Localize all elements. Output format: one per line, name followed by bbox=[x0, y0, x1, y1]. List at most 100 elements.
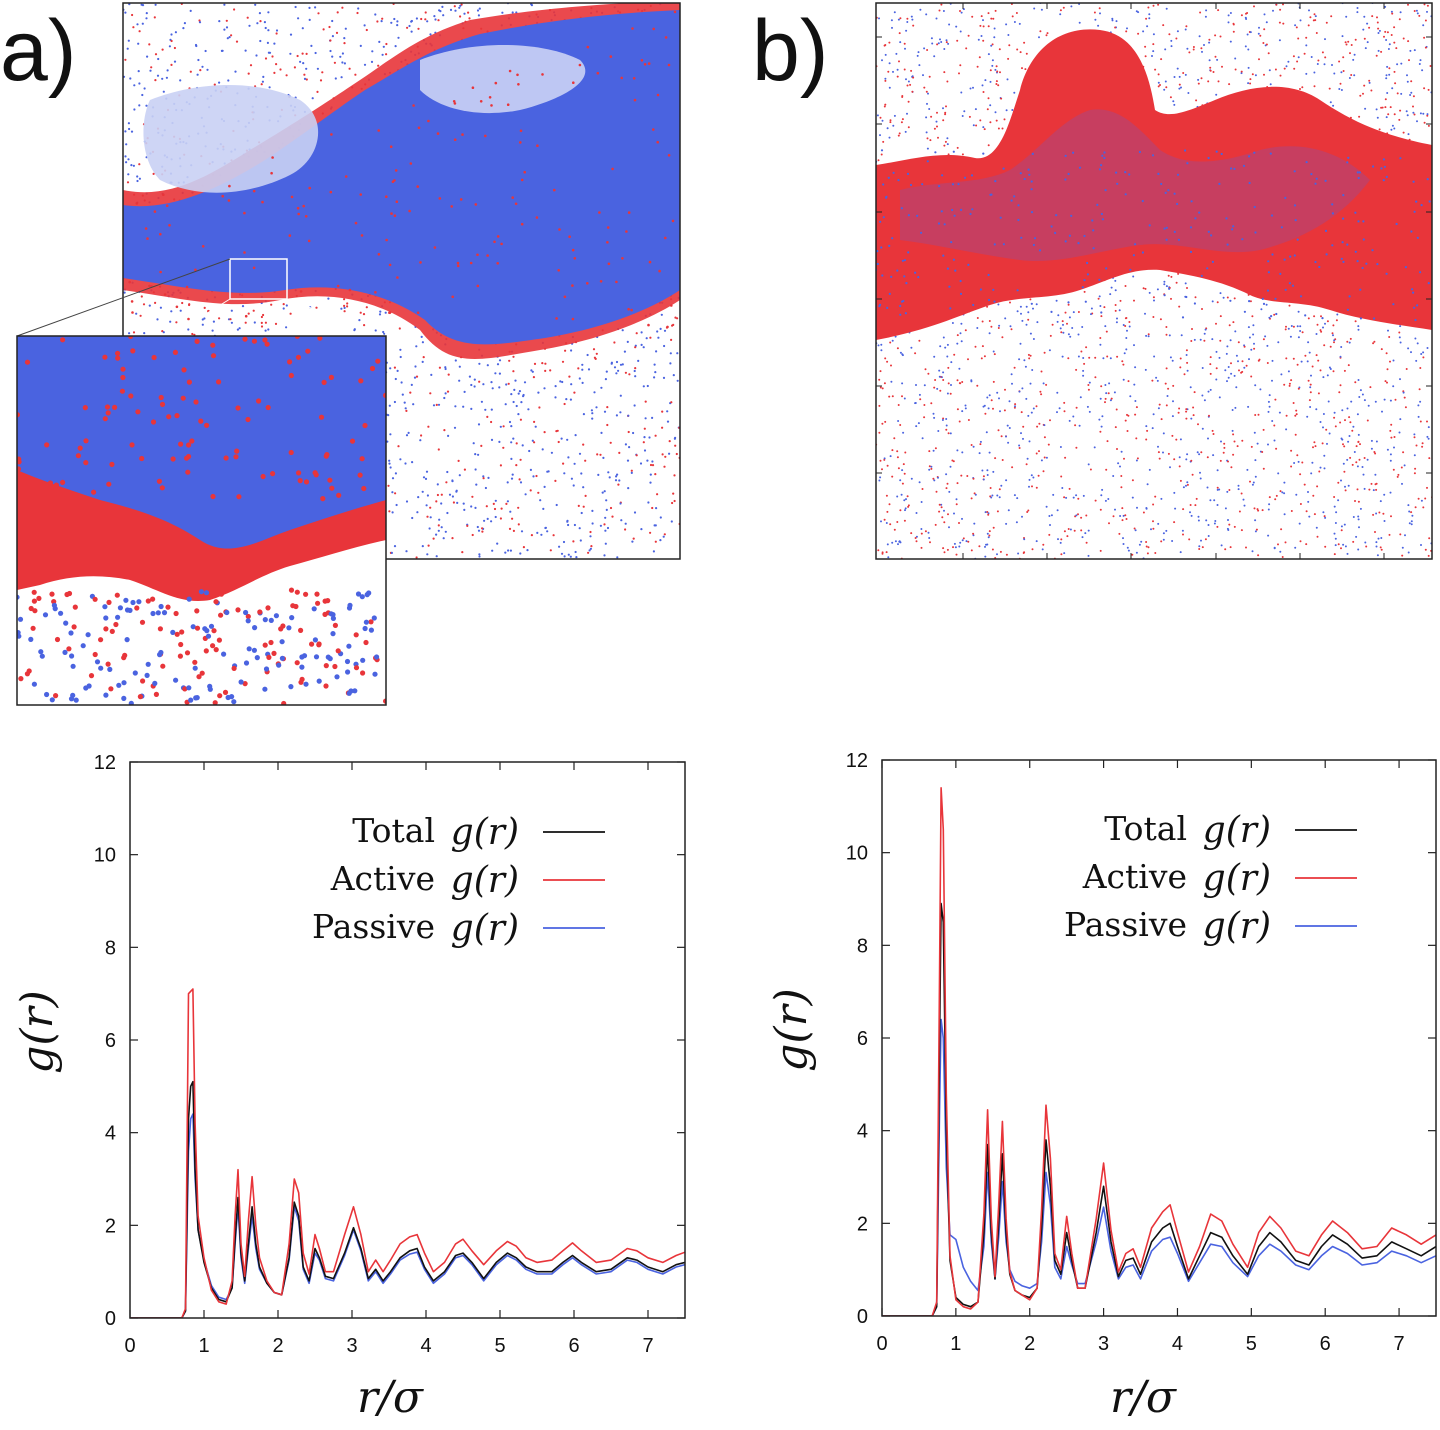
particle bbox=[1407, 551, 1410, 554]
particle bbox=[661, 410, 664, 413]
particle bbox=[313, 654, 320, 660]
particle bbox=[1090, 313, 1092, 316]
particle bbox=[571, 317, 575, 321]
particle bbox=[522, 546, 526, 549]
particle bbox=[470, 383, 473, 387]
particle bbox=[397, 445, 400, 448]
particle bbox=[303, 591, 309, 597]
particle bbox=[1125, 348, 1128, 351]
particle bbox=[244, 321, 247, 324]
particle bbox=[532, 475, 535, 478]
particle bbox=[135, 409, 141, 415]
particle bbox=[927, 531, 930, 534]
particle bbox=[578, 452, 582, 455]
particle bbox=[358, 378, 364, 384]
particle bbox=[1418, 63, 1421, 65]
particle bbox=[138, 30, 141, 33]
particle bbox=[1347, 364, 1350, 367]
particle bbox=[153, 16, 156, 19]
particle bbox=[1328, 366, 1331, 369]
particle bbox=[1352, 425, 1355, 428]
particle bbox=[457, 459, 460, 462]
particle bbox=[42, 612, 49, 618]
particle bbox=[534, 425, 537, 428]
particle bbox=[188, 303, 191, 306]
particle bbox=[986, 474, 989, 476]
particle bbox=[132, 331, 136, 334]
particle bbox=[1099, 337, 1102, 339]
particle bbox=[343, 310, 346, 313]
particle bbox=[651, 464, 655, 467]
particle bbox=[1200, 451, 1203, 454]
particle bbox=[294, 660, 300, 666]
particle bbox=[1406, 74, 1408, 77]
particle bbox=[1393, 41, 1396, 44]
particle bbox=[964, 407, 967, 410]
particle bbox=[986, 108, 989, 111]
particle bbox=[960, 11, 963, 14]
particle bbox=[1125, 518, 1128, 520]
particle bbox=[676, 379, 679, 382]
particle bbox=[937, 476, 939, 479]
particle bbox=[1100, 315, 1103, 318]
particle bbox=[655, 350, 658, 353]
particle bbox=[594, 357, 597, 360]
particle bbox=[1297, 310, 1300, 313]
particle bbox=[1233, 374, 1236, 377]
particle bbox=[565, 398, 568, 401]
particle bbox=[1404, 406, 1407, 409]
particle bbox=[1232, 22, 1235, 25]
particle bbox=[1378, 511, 1381, 514]
particle bbox=[1343, 523, 1346, 526]
particle bbox=[1366, 22, 1369, 25]
particle bbox=[268, 639, 274, 646]
particle bbox=[1380, 348, 1383, 351]
particle bbox=[75, 453, 81, 459]
particle bbox=[179, 309, 182, 312]
particle bbox=[1056, 509, 1059, 512]
particle bbox=[302, 62, 305, 65]
particle bbox=[567, 456, 570, 459]
particle bbox=[920, 546, 923, 549]
particle bbox=[175, 305, 179, 309]
particle bbox=[508, 359, 511, 362]
particle bbox=[271, 156, 274, 159]
particle bbox=[1204, 15, 1207, 18]
particle bbox=[463, 390, 466, 393]
particle bbox=[568, 375, 571, 378]
particle bbox=[196, 674, 202, 680]
particle bbox=[879, 386, 882, 389]
particle bbox=[410, 30, 413, 33]
particle bbox=[557, 440, 560, 444]
particle bbox=[1104, 325, 1107, 328]
particle bbox=[893, 114, 896, 117]
particle bbox=[68, 696, 75, 702]
particle bbox=[961, 381, 964, 383]
particle bbox=[127, 173, 130, 176]
particle bbox=[170, 456, 176, 462]
particle bbox=[441, 5, 444, 8]
particle bbox=[1045, 34, 1048, 37]
particle bbox=[1148, 17, 1151, 20]
particle bbox=[1078, 424, 1081, 427]
particle bbox=[1025, 305, 1028, 308]
particle bbox=[1364, 47, 1367, 50]
particle bbox=[385, 42, 388, 46]
particle bbox=[198, 19, 201, 22]
particle bbox=[512, 355, 515, 358]
particle bbox=[536, 144, 539, 147]
particle bbox=[599, 453, 602, 456]
particle bbox=[216, 379, 222, 385]
particle bbox=[1198, 35, 1201, 38]
particle bbox=[1082, 369, 1085, 372]
particle bbox=[1397, 473, 1400, 476]
particle bbox=[447, 373, 450, 376]
particle bbox=[1138, 543, 1141, 546]
particle bbox=[1122, 324, 1125, 326]
particle bbox=[119, 388, 125, 394]
particle bbox=[253, 321, 256, 324]
particle bbox=[397, 36, 400, 39]
particle bbox=[226, 37, 229, 40]
particle bbox=[1366, 419, 1369, 422]
particle bbox=[624, 371, 628, 374]
